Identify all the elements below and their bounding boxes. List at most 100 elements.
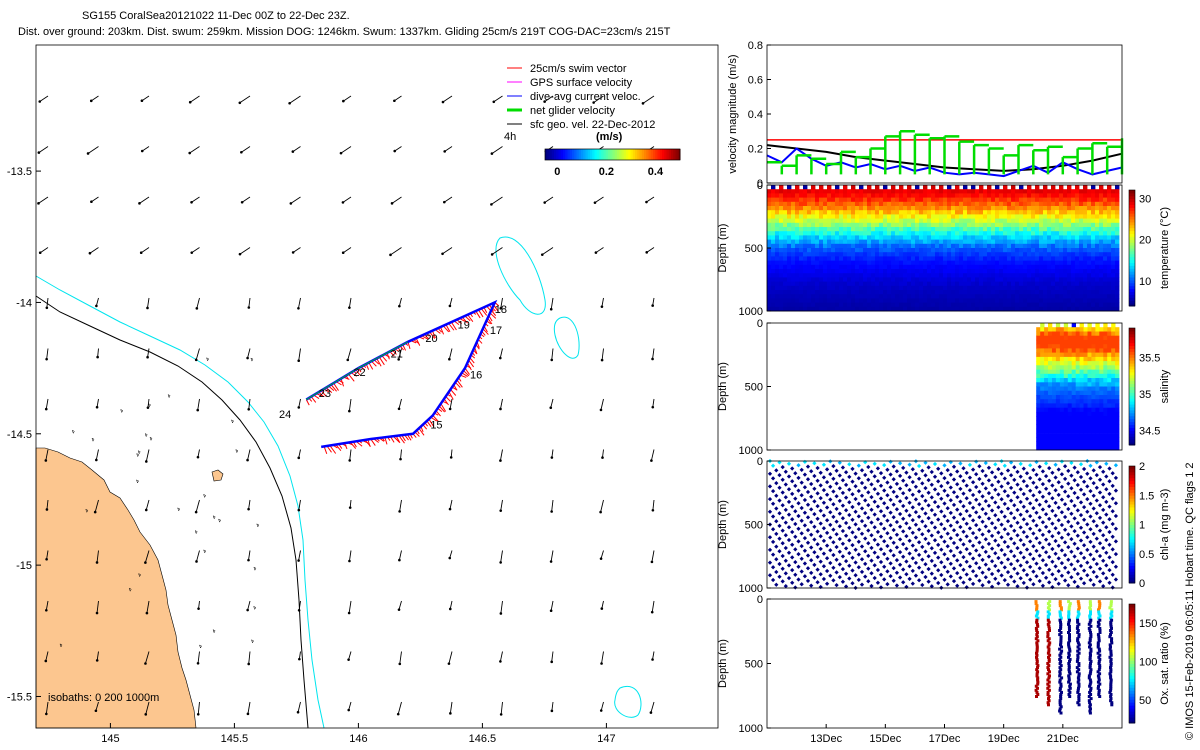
chla-point (942, 552, 947, 557)
geo-vector-head (146, 406, 150, 409)
salinity-cell (1083, 382, 1088, 387)
temperature-cell (851, 227, 856, 232)
chla-point (837, 486, 842, 491)
geo-vector (348, 600, 352, 614)
temperature-cell (1095, 235, 1100, 240)
chla-point (856, 565, 861, 570)
temperature-cell (987, 222, 992, 228)
temperature-cell (1107, 185, 1112, 190)
temperature-cell (815, 193, 820, 198)
temperature-cell (823, 264, 828, 270)
chla-point (770, 476, 776, 481)
temperature-colorbar-cell (1129, 279, 1135, 284)
temperature-cell (1107, 239, 1112, 245)
salinity-cell (1067, 403, 1073, 408)
temperature-cell (1063, 206, 1068, 211)
temperature-cell (1091, 273, 1096, 278)
temperature-cell (807, 281, 812, 287)
chla-point (920, 506, 925, 511)
colorbar-tick-label: 0.2 (599, 166, 614, 178)
salinity-cell (1091, 339, 1096, 345)
temperature-cell (783, 201, 788, 207)
temperature-cell (955, 222, 960, 228)
chla-point (1047, 542, 1052, 547)
temperature-cell (815, 210, 820, 215)
temperature-cell (943, 260, 948, 266)
chla-point (967, 513, 973, 518)
chla-point (961, 542, 966, 547)
salinity-cell (1067, 361, 1073, 366)
temperature-cell (895, 235, 900, 240)
temperature-cell (783, 248, 788, 253)
temperature-cell (863, 201, 868, 207)
temperature-cell (863, 273, 868, 278)
temperature-cell (923, 193, 928, 198)
temperature-cell (1067, 214, 1072, 219)
temperature-cell (915, 227, 920, 232)
chla-point (923, 460, 928, 465)
temperature-cell (923, 256, 928, 261)
chla-point (983, 575, 988, 580)
temperature-cell (1107, 214, 1112, 219)
temperature-cell (947, 281, 952, 287)
chla-point (1037, 515, 1042, 520)
colorbar-cell (619, 149, 622, 160)
temperature-cell (959, 269, 964, 274)
temperature-cell (911, 290, 916, 295)
temperature-cell (879, 193, 884, 198)
chla-point (812, 562, 817, 568)
temperature-cell (1095, 243, 1100, 249)
temperature-cell (1095, 281, 1100, 287)
geo-vector (500, 297, 503, 309)
temperature-cell (1007, 197, 1012, 203)
temperature-cell (1031, 281, 1036, 287)
salinity-cell (1044, 428, 1049, 434)
temperature-cell (903, 235, 908, 240)
temperature-cell (999, 231, 1004, 236)
chla-point (793, 509, 798, 514)
temperature-cell (819, 252, 824, 257)
chla-point (824, 530, 830, 536)
geo-vector-head (441, 252, 444, 256)
temperature-cell (1067, 185, 1072, 190)
salinity-cell (1059, 395, 1065, 400)
temperature-cell (951, 281, 956, 287)
temperature-cell (1111, 210, 1116, 215)
temperature-cell (1095, 248, 1100, 253)
temperature-cell (1015, 197, 1020, 203)
reef-outline (250, 357, 254, 362)
temperature-cell (1043, 243, 1048, 249)
chla-point (1028, 564, 1033, 570)
salinity-colorbar-cell (1129, 345, 1135, 349)
temperature-cell (791, 193, 796, 198)
temperature-cell (867, 248, 872, 253)
chla-point (1043, 473, 1049, 479)
temperature-cell (1059, 193, 1064, 198)
temperature-cell (1023, 302, 1028, 308)
temperature-cell (1003, 264, 1008, 270)
geo-vector (95, 449, 99, 461)
salinity-cell (1103, 395, 1108, 400)
salinity-cell (1083, 352, 1088, 358)
chla-point (834, 544, 839, 550)
temperature-cell (871, 214, 876, 219)
chla-point (1021, 580, 1026, 586)
chla-points (767, 458, 1119, 591)
temperature-cell (827, 231, 832, 236)
temperature-cell (779, 260, 784, 266)
temperature-cell (923, 264, 928, 270)
temperature-cell (1075, 273, 1080, 278)
temperature-cell (1087, 306, 1092, 312)
chla-point (974, 535, 979, 540)
geo-vector (144, 550, 150, 563)
chla-point (989, 571, 995, 577)
temperature-cell (867, 298, 872, 303)
temperature-colorbar-cell (1129, 285, 1135, 290)
salinity-cell (1111, 445, 1116, 451)
chla-point (863, 498, 868, 503)
temperature-cell (915, 269, 920, 274)
chla-point (1005, 582, 1011, 587)
temperature-cell (987, 277, 992, 282)
chla-point (770, 463, 776, 468)
temperature-cell (919, 206, 924, 211)
